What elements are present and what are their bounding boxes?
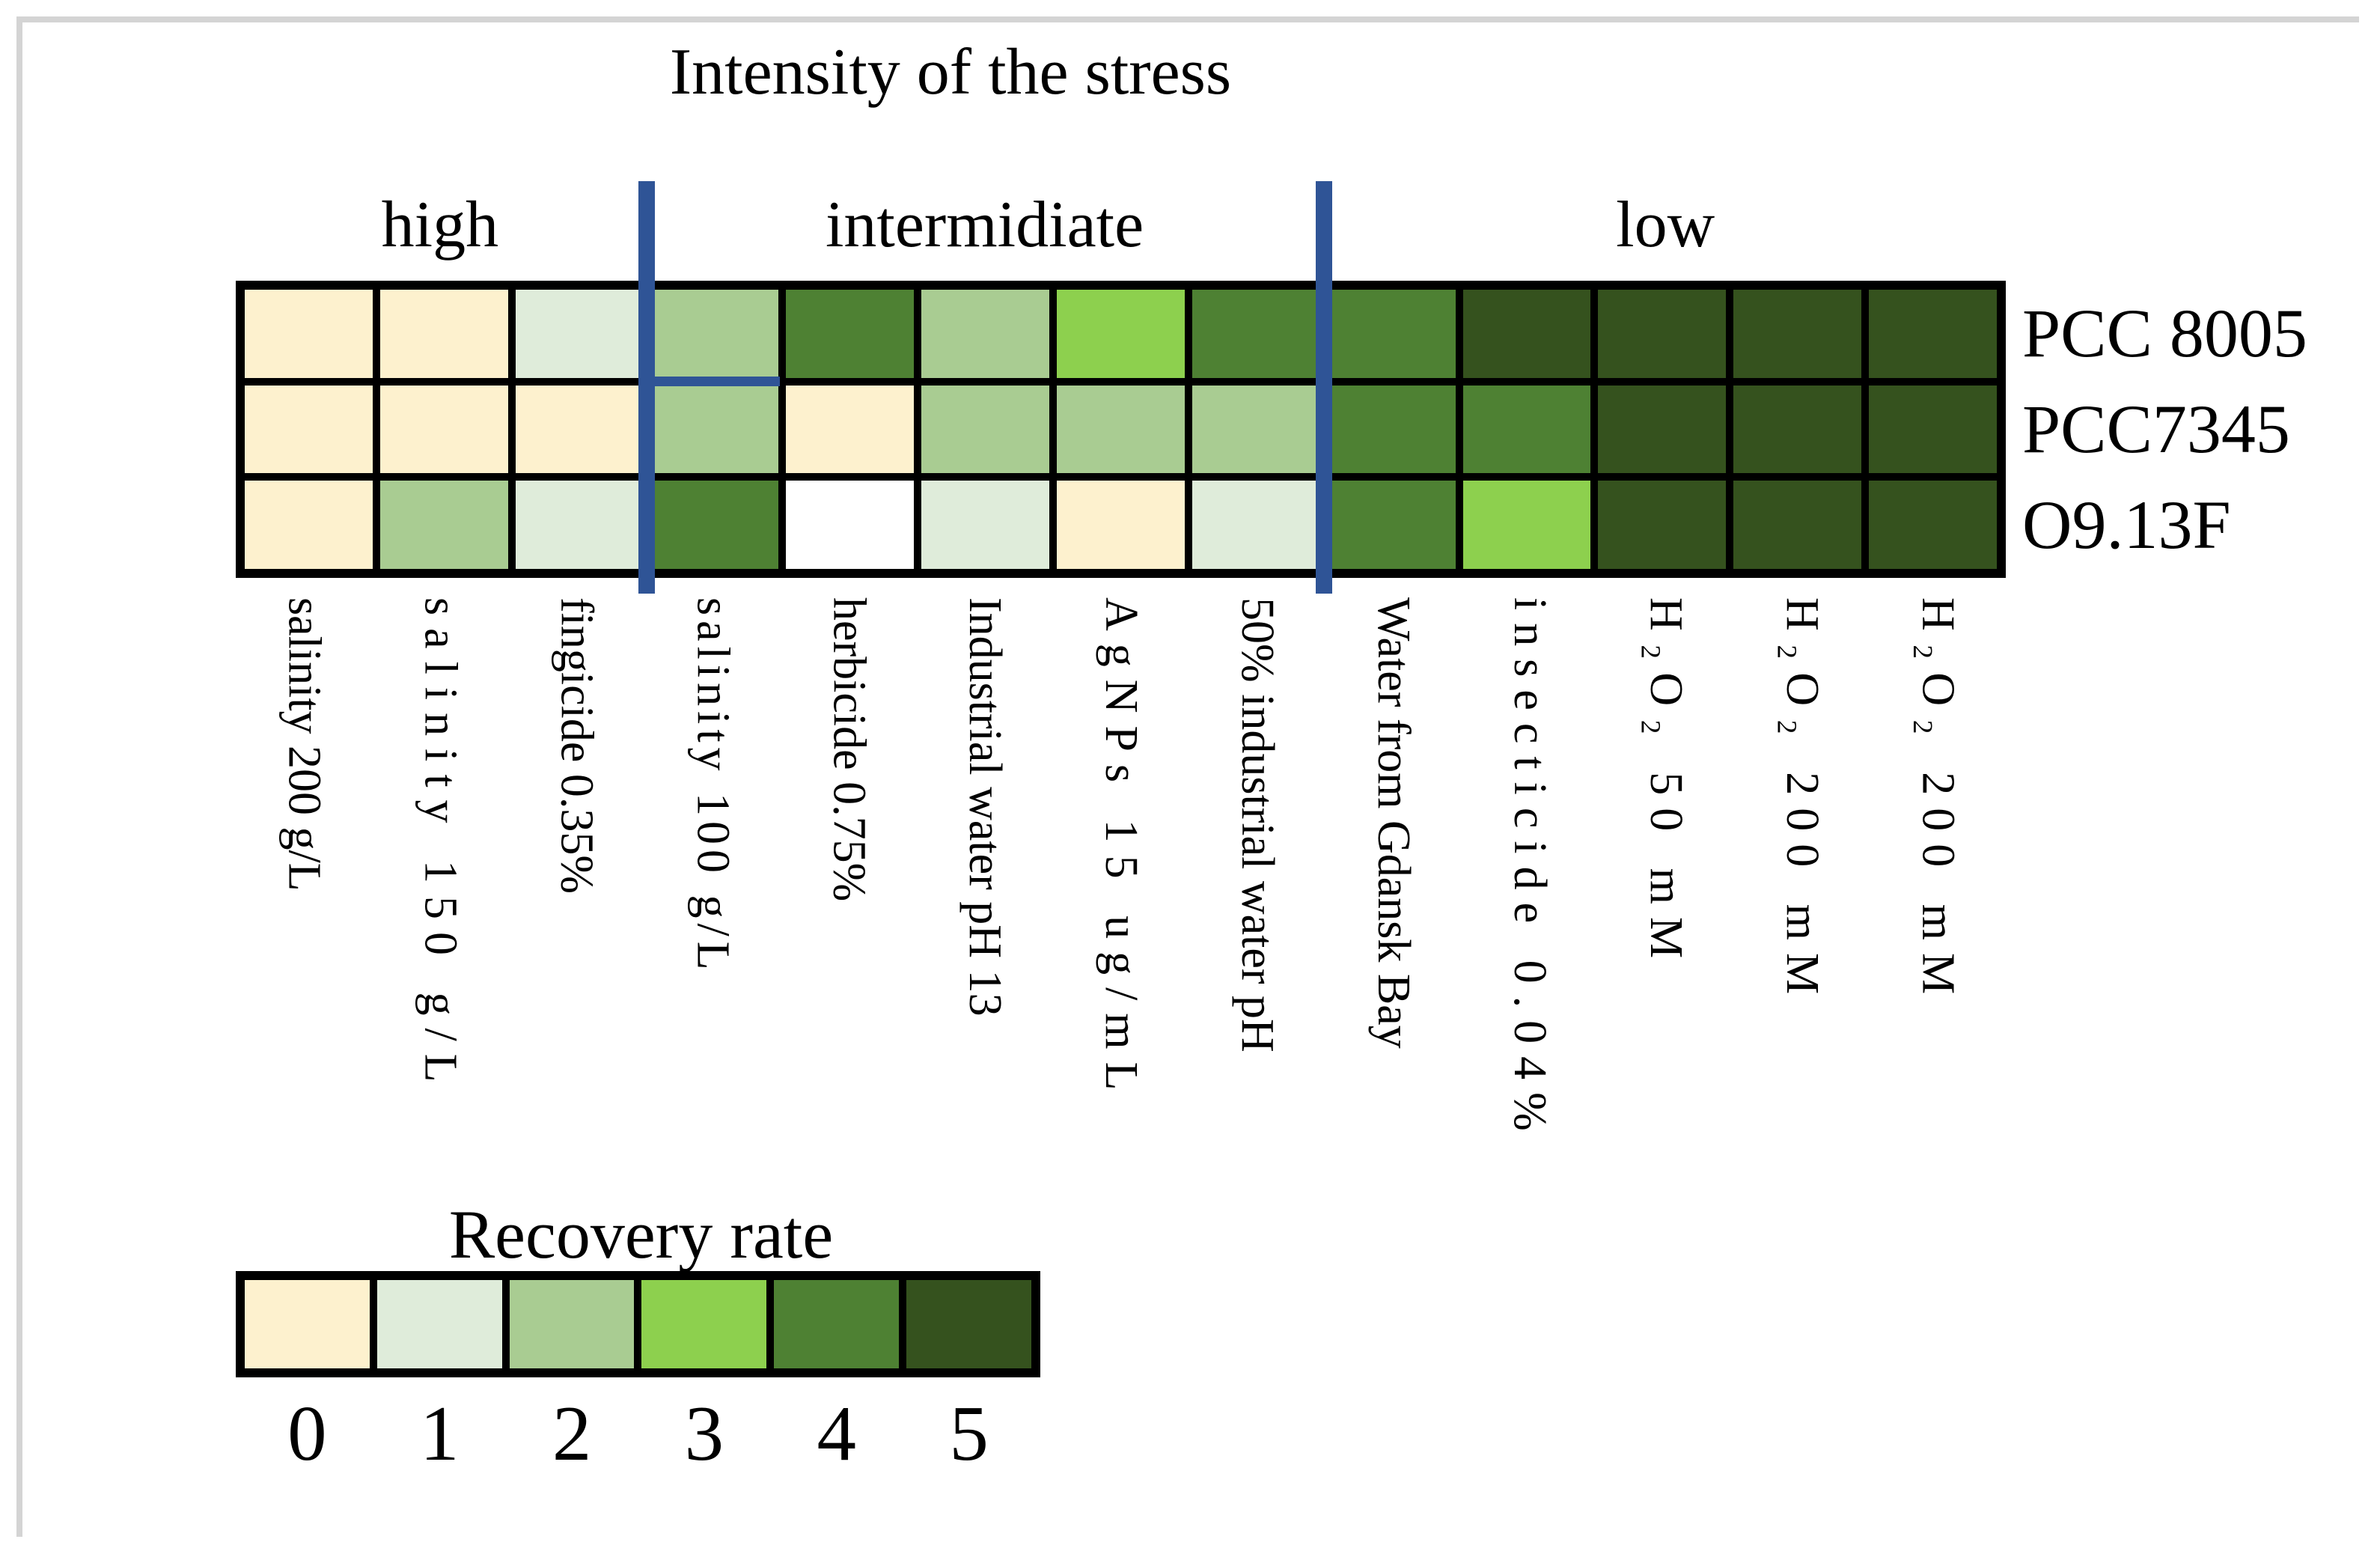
heatmap-cell bbox=[1462, 481, 1591, 569]
column-label-text: Water from Gdansk Bay bbox=[1367, 597, 1419, 1049]
heatmap-cell bbox=[1057, 385, 1185, 474]
column-label-stressor: AgNPs 15 ug/mL bbox=[1053, 597, 1189, 1204]
column-label-stressor: Water from Gdansk Bay bbox=[1325, 597, 1461, 1204]
heatmap-cell bbox=[1598, 290, 1727, 378]
chart-title: Intensity of the stress bbox=[669, 36, 1232, 109]
heatmap-cell bbox=[1869, 290, 1997, 378]
legend-value: 3 bbox=[684, 1389, 724, 1477]
row-label-strain: PCC7345 bbox=[2022, 391, 2290, 467]
column-label-text: fingicide 0.35% bbox=[551, 597, 602, 895]
column-label-stressor: H₂O₂ 50 mM bbox=[1597, 597, 1733, 1204]
heatmap-cell bbox=[515, 385, 644, 474]
heatmap-cell bbox=[1869, 385, 1997, 474]
column-label-text: H₂O₂ 200 mM bbox=[1912, 597, 1964, 1008]
legend-value: 0 bbox=[287, 1389, 327, 1477]
heatmap-cell bbox=[1598, 481, 1727, 569]
legend-swatch bbox=[376, 1280, 502, 1368]
column-label-stressor: salinity 100 g/L bbox=[644, 597, 781, 1204]
column-label-stressor: herbicide 0.75% bbox=[781, 597, 917, 1204]
heatmap-cell bbox=[1327, 385, 1456, 474]
column-label-text: salinity 150 g/L bbox=[415, 597, 466, 1095]
heatmap-cell bbox=[515, 290, 644, 378]
stress-divider-high-intermidiate bbox=[638, 181, 655, 594]
heatmap-cell bbox=[650, 385, 779, 474]
column-label-stressor: insecticide 0.04% bbox=[1461, 597, 1597, 1204]
column-label-text: H₂O₂ 50 mM bbox=[1640, 597, 1691, 972]
legend-swatch bbox=[245, 1280, 370, 1368]
legend-swatch bbox=[774, 1280, 900, 1368]
heatmap-cell bbox=[650, 481, 779, 569]
legend-swatch bbox=[509, 1280, 635, 1368]
heatmap-cell bbox=[515, 481, 644, 569]
stress-group-label-high: high bbox=[381, 189, 499, 261]
heatmap-cell bbox=[786, 290, 915, 378]
heatmap-cell bbox=[921, 290, 1050, 378]
frame-border-top bbox=[16, 16, 2359, 22]
column-label-stressor: 50% industrial water pH bbox=[1189, 597, 1325, 1204]
stress-group-label-intermidiate: intermidiate bbox=[825, 189, 1144, 261]
heatmap-cell bbox=[1327, 290, 1456, 378]
column-label-text: Industrial water pH 13 bbox=[959, 597, 1011, 1017]
heatmap-grid bbox=[236, 281, 2006, 578]
column-label-stressor: salinity 200 g/L bbox=[236, 597, 372, 1204]
column-label-text: salinity 200 g/L bbox=[278, 597, 330, 892]
heatmap-cell bbox=[1057, 290, 1185, 378]
heatmap-cell bbox=[1733, 385, 1862, 474]
heatmap-cell bbox=[1191, 290, 1320, 378]
heatmap-cell bbox=[1598, 385, 1727, 474]
row-label-strain: PCC 8005 bbox=[2022, 295, 2307, 371]
legend-value: 4 bbox=[817, 1389, 857, 1477]
heatmap-cell bbox=[921, 481, 1050, 569]
heatmap-cell bbox=[1462, 290, 1591, 378]
heatmap-cell bbox=[379, 481, 508, 569]
legend-value: 1 bbox=[420, 1389, 460, 1477]
heatmap-cell bbox=[245, 290, 373, 378]
legend-title: Recovery rate bbox=[448, 1196, 834, 1273]
heatmap-cell bbox=[1733, 481, 1862, 569]
heatmap-cell bbox=[379, 385, 508, 474]
heatmap-cell bbox=[650, 290, 779, 378]
legend-swatch bbox=[641, 1280, 767, 1368]
blue-border-segment bbox=[644, 377, 780, 386]
heatmap-cell bbox=[921, 385, 1050, 474]
heatmap-cell bbox=[1057, 481, 1185, 569]
heatmap-cell bbox=[786, 481, 915, 569]
column-label-stressor: H₂O₂ 200 mM bbox=[1870, 597, 2006, 1204]
heatmap-cell bbox=[1191, 385, 1320, 474]
column-label-stressor: Industrial water pH 13 bbox=[917, 597, 1053, 1204]
heatmap-cell bbox=[786, 385, 915, 474]
column-label-text: herbicide 0.75% bbox=[823, 597, 875, 902]
legend-value: 2 bbox=[552, 1389, 592, 1477]
column-label-stressor: H₂O₂ 200 mM bbox=[1733, 597, 1870, 1204]
legend-swatch bbox=[906, 1280, 1031, 1368]
heatmap-cell bbox=[379, 290, 508, 378]
column-label-text: insecticide 0.04% bbox=[1504, 597, 1555, 1144]
column-label-text: H₂O₂ 200 mM bbox=[1776, 597, 1828, 1008]
stress-divider-intermidiate-low bbox=[1316, 181, 1332, 594]
legend-color-scale bbox=[236, 1271, 1040, 1377]
stress-group-label-low: low bbox=[1616, 189, 1715, 261]
column-label-stressor: salinity 150 g/L bbox=[372, 597, 508, 1204]
column-label-text: AgNPs 15 ug/mL bbox=[1096, 597, 1147, 1103]
heatmap-cell bbox=[1733, 290, 1862, 378]
heatmap-cell bbox=[245, 481, 373, 569]
heatmap-cell bbox=[1869, 481, 1997, 569]
frame-border-left bbox=[16, 16, 22, 1537]
heatmap-cell bbox=[1191, 481, 1320, 569]
column-label-text: salinity 100 g/L bbox=[687, 597, 739, 975]
column-label-text: 50% industrial water pH bbox=[1232, 597, 1284, 1052]
legend-value: 5 bbox=[949, 1389, 989, 1477]
heatmap-cell bbox=[1327, 481, 1456, 569]
row-label-strain: O9.13F bbox=[2022, 487, 2231, 563]
heatmap-cell bbox=[245, 385, 373, 474]
heatmap-cell bbox=[1462, 385, 1591, 474]
column-label-stressor: fingicide 0.35% bbox=[508, 597, 644, 1204]
